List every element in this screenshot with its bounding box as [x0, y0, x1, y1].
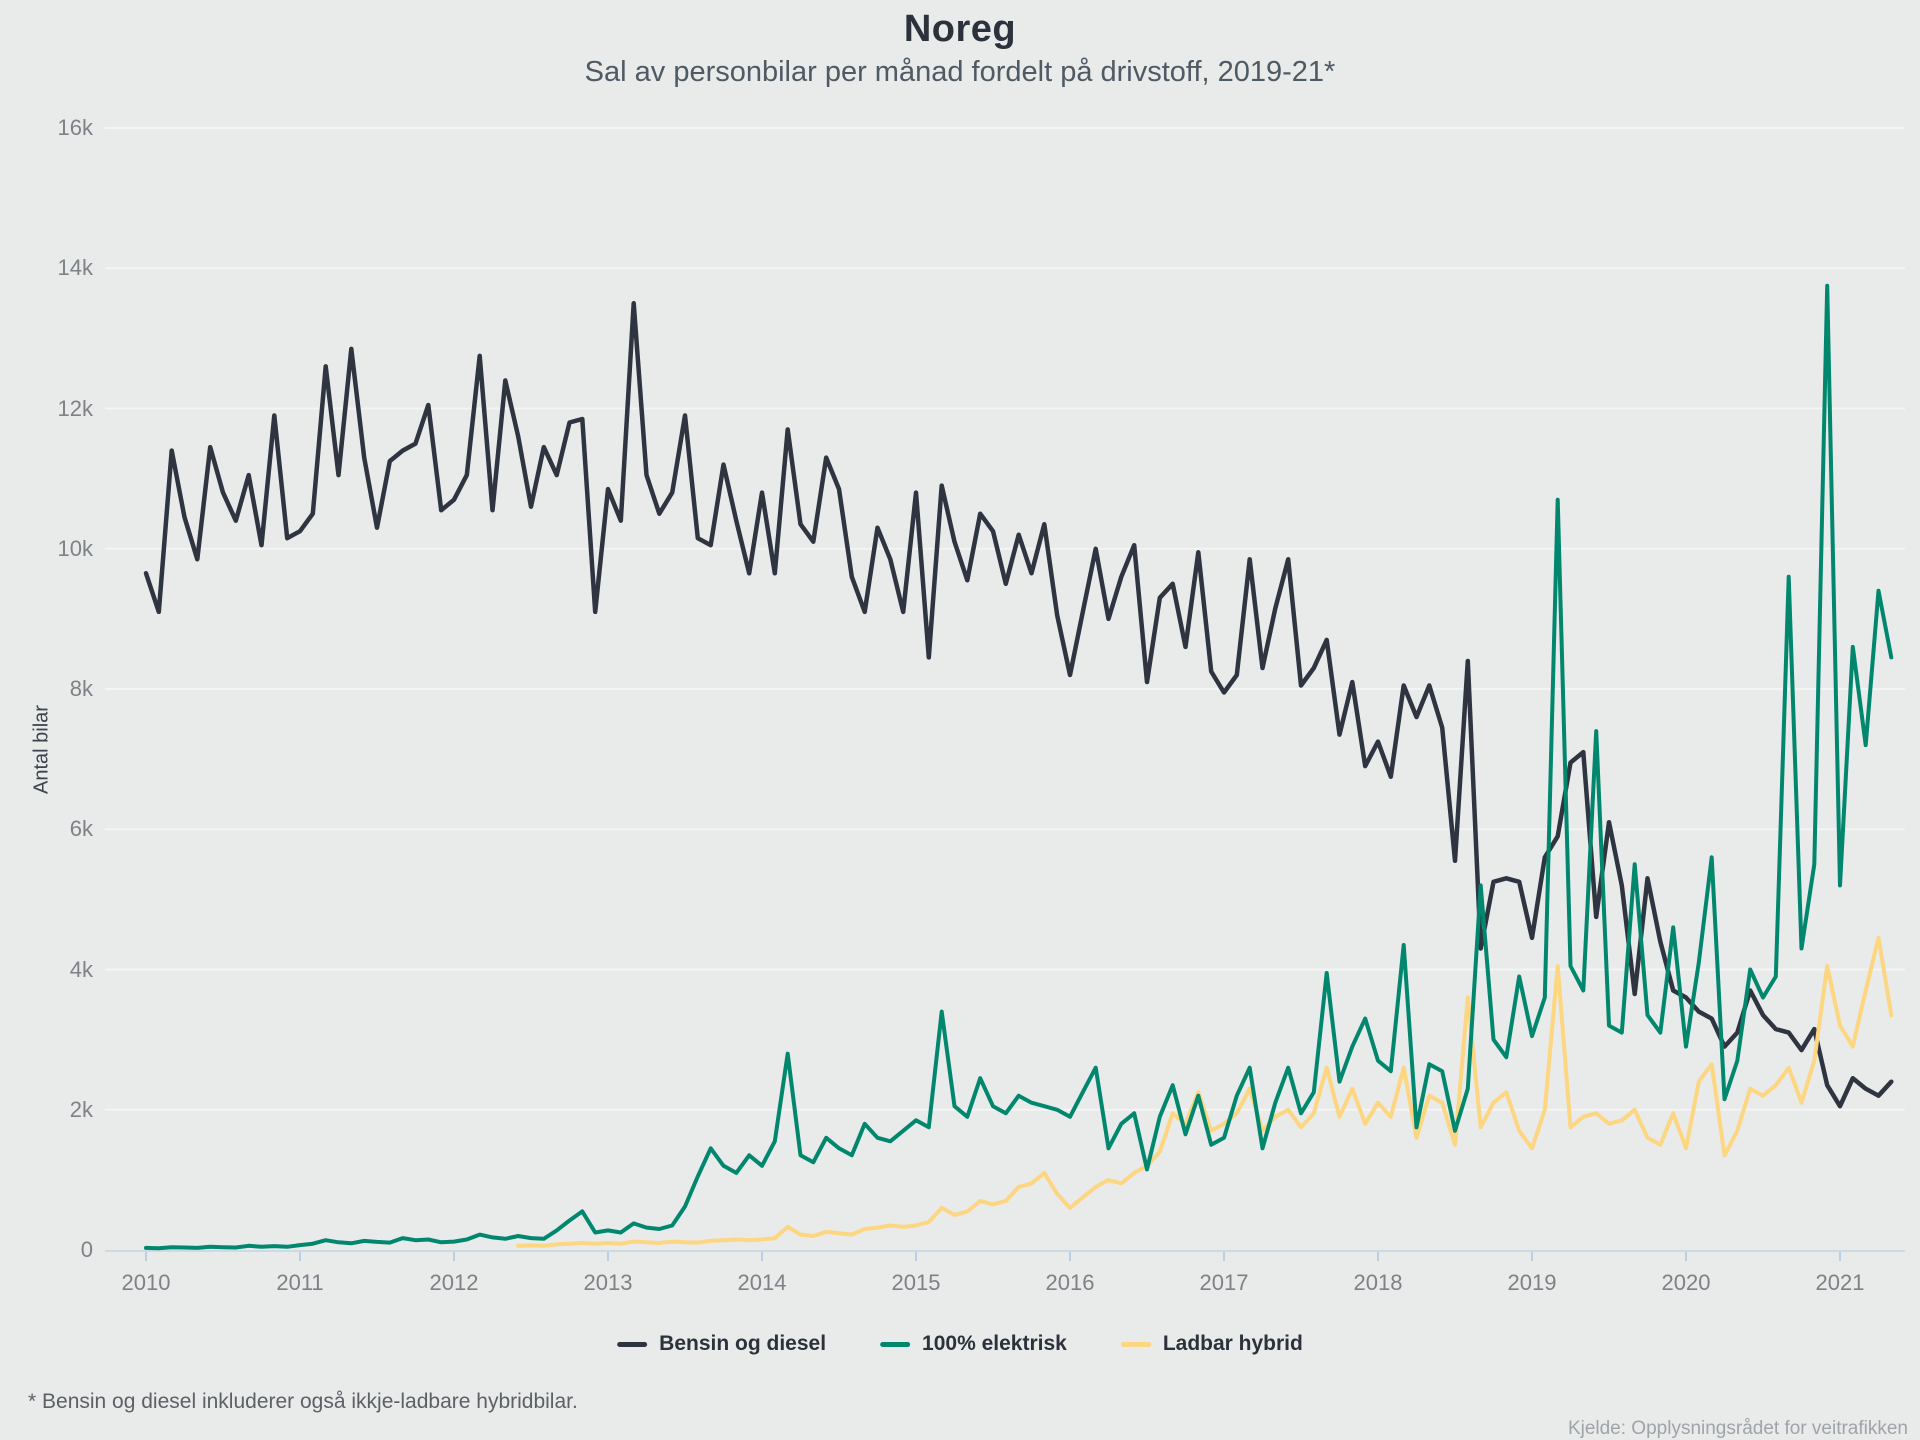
legend-label-fossil: Bensin og diesel — [659, 1332, 827, 1355]
y-tick-label: 10k — [57, 535, 93, 561]
fossil-line-swatch-icon — [617, 1341, 648, 1347]
chart-title: Noreg — [903, 8, 1017, 50]
y-tick-label: 2k — [69, 1096, 93, 1122]
x-tick-label: 2018 — [1353, 1270, 1403, 1295]
y-tick-label: 4k — [69, 956, 93, 982]
y-tick-label: 0 — [80, 1237, 93, 1262]
y-tick-label: 16k — [57, 115, 93, 140]
x-tick-label: 2010 — [121, 1270, 171, 1295]
source: Kjelde: Opplysningsrådet for veitrafikke… — [1567, 1418, 1908, 1439]
series-line-bensin-og-diesel — [143, 301, 1894, 1109]
electric-line-swatch-icon — [880, 1341, 911, 1347]
legend-item-fossil[interactable]: Bensin og diesel — [617, 1332, 826, 1356]
x-tick-label: 2011 — [276, 1270, 324, 1295]
x-tick-label: 2013 — [583, 1270, 633, 1295]
series-line-ladbar-hybrid — [516, 935, 1894, 1248]
x-tick-label: 2021 — [1815, 1270, 1865, 1295]
x-tick-label: 2014 — [737, 1270, 787, 1295]
series-line-100-elektrisk — [144, 283, 1894, 1251]
y-tick-label: 14k — [57, 255, 93, 281]
chart-subtitle: Sal av personbilar per månad fordelt på … — [584, 56, 1336, 88]
x-tick-label: 2017 — [1199, 1270, 1249, 1295]
legend-label-hybrid: Ladbar hybrid — [1162, 1332, 1303, 1355]
legend-item-hybrid[interactable]: Ladbar hybrid — [1120, 1332, 1303, 1356]
x-tick-label: 2012 — [429, 1270, 479, 1295]
y-tick-label: 6k — [69, 816, 93, 842]
x-tick-label: 2016 — [1045, 1270, 1095, 1295]
hybrid-line-swatch-icon — [1120, 1341, 1151, 1347]
y-tick-label: 12k — [57, 395, 93, 421]
footnote: * Bensin og diesel inkluderer også ikkje… — [28, 1390, 578, 1413]
legend-label-electric: 100% elektrisk — [922, 1332, 1067, 1355]
x-tick-label: 2020 — [1661, 1270, 1711, 1295]
y-tick-label: 8k — [69, 676, 93, 701]
x-tick-label: 2019 — [1507, 1270, 1557, 1295]
legend-item-electric[interactable]: 100% elektrisk — [880, 1332, 1067, 1356]
legend: Bensin og diesel 100% elektrisk Ladbar h… — [617, 1332, 1303, 1356]
x-tick-label: 2015 — [891, 1270, 941, 1295]
